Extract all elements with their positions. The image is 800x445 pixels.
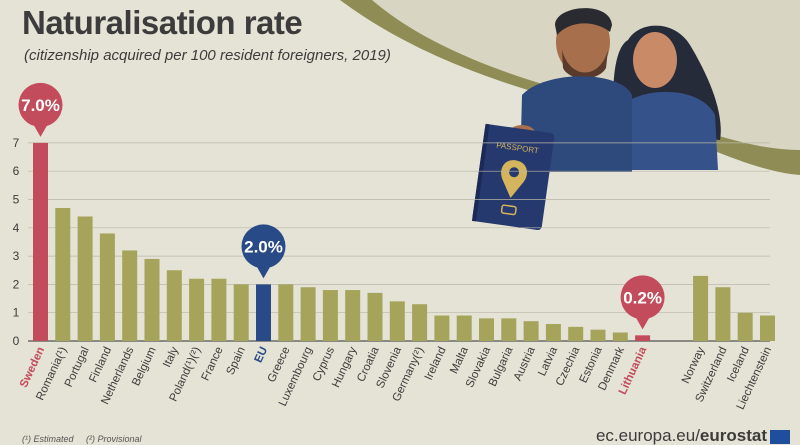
chart-title: Naturalisation rate	[22, 4, 303, 41]
y-tick-label: 7	[13, 136, 20, 150]
chart-subtitle: (citizenship acquired per 100 resident f…	[24, 47, 391, 64]
callout-value-label: 7.0%	[21, 96, 60, 115]
bar-ireland	[434, 315, 450, 341]
x-tick-label: Spain	[225, 345, 248, 377]
bar-slovenia	[389, 301, 405, 341]
bar-eu	[256, 284, 271, 341]
bar-slovakia	[479, 318, 494, 341]
bar-netherlands	[122, 250, 138, 341]
callout-value-label: 2.0%	[244, 237, 283, 256]
eurostat-logo: ec.europa.eu/eurostat	[596, 426, 790, 445]
y-tick-label: 6	[13, 164, 20, 178]
couple-illustration: PASSPORT	[471, 8, 721, 231]
x-tick-label: Latvia	[536, 345, 560, 378]
bar-france	[211, 278, 227, 341]
bar-bulgaria	[501, 318, 517, 341]
man-hair	[555, 8, 612, 35]
callout-value-label: 0.2%	[623, 288, 662, 307]
bar-liechtenstein	[759, 315, 775, 341]
callout-bubble	[18, 82, 63, 127]
y-tick-label: 0	[13, 334, 20, 348]
y-tick-label: 3	[13, 249, 20, 263]
bar-norway	[693, 275, 709, 341]
bar-iceland	[737, 312, 753, 341]
callout-bubble	[620, 275, 665, 320]
brand-prefix: ec.europa.eu/	[595, 426, 700, 445]
bar-belgium	[144, 258, 160, 341]
bar-italy	[166, 270, 182, 341]
bar-austria	[523, 321, 539, 341]
bar-switzerland	[715, 287, 731, 341]
bar-malta	[456, 315, 472, 341]
x-tick-label: France	[200, 345, 226, 383]
y-tick-label: 1	[13, 306, 20, 320]
footnote-estimated: (¹) Estimated	[22, 434, 74, 444]
bar-germany	[412, 304, 428, 341]
bar-luxembourg	[300, 287, 316, 341]
bar-cyprus	[322, 290, 338, 341]
bar-romania	[55, 207, 71, 341]
bar-sweden	[33, 142, 48, 341]
passport-icon: PASSPORT	[471, 123, 555, 231]
bar-poland	[189, 278, 205, 341]
footnote-provisional: (²) Provisional	[86, 434, 142, 444]
x-tick-label: EU	[253, 345, 271, 365]
bar-czechia	[568, 326, 584, 341]
brand-name: eurostat	[699, 426, 767, 445]
y-tick-label: 2	[13, 277, 20, 291]
woman-face	[633, 32, 677, 88]
x-tick-label: Malta	[448, 345, 471, 376]
x-tick-label: Italy	[161, 345, 181, 369]
y-tick-label: 4	[13, 221, 20, 235]
bar-spain	[233, 284, 249, 341]
eu-flag-icon	[770, 429, 790, 444]
bar-hungary	[345, 290, 361, 341]
bar-latvia	[545, 324, 561, 341]
bar-greece	[278, 284, 294, 341]
man-beard	[562, 50, 608, 79]
bar-portugal	[77, 216, 93, 341]
woman-body	[612, 91, 718, 170]
x-tick-label: Austria	[512, 345, 538, 383]
bar-lithuania	[635, 335, 651, 341]
x-tick-label: Ireland	[423, 345, 449, 382]
bar-denmark	[612, 332, 628, 341]
y-tick-label: 5	[13, 193, 20, 207]
bar-finland	[99, 233, 115, 341]
footnotes: (¹) Estimated (²) Provisional	[22, 434, 152, 444]
bar-croatia	[367, 292, 383, 341]
callout-bubble	[241, 224, 286, 269]
bar-estonia	[590, 329, 606, 341]
